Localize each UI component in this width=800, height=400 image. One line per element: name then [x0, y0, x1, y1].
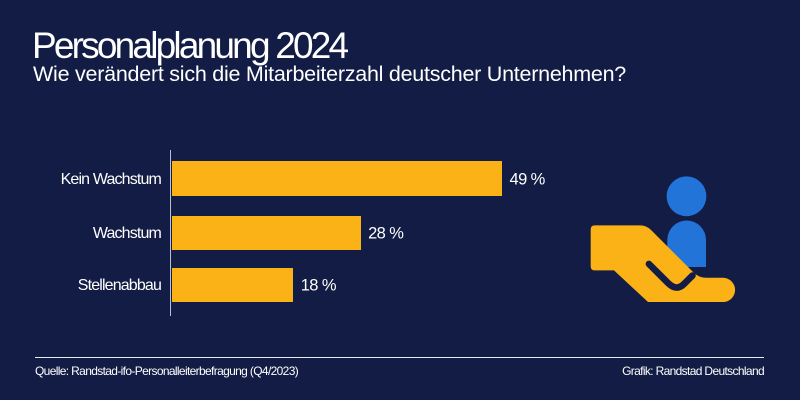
- footer-divider: [35, 357, 764, 358]
- footer-source: Quelle: Randstad-ifo-Personalleiterbefra…: [35, 364, 299, 378]
- bar-row: Wachstum 28 %: [0, 216, 800, 250]
- y-axis-line: [170, 150, 171, 316]
- footer-credit: Grafik: Randstad Deutschland: [622, 364, 765, 378]
- bar-row: Stellenabbau 18 %: [0, 268, 800, 302]
- bar-row: Kein Wachstum 49 %: [0, 161, 800, 196]
- page-title: Personalplanung 2024: [32, 25, 349, 66]
- category-label: Wachstum: [92, 225, 162, 242]
- value-label: 28 %: [368, 224, 404, 243]
- bar: [172, 216, 361, 250]
- bar: [172, 161, 502, 196]
- hand-holding-person-svg: [590, 176, 736, 302]
- hand-holding-person-icon: [585, 170, 740, 308]
- hand-palm-icon: [590, 225, 736, 302]
- page-subtitle: Wie verändert sich die Mitarbeiterzahl d…: [33, 61, 627, 86]
- category-label: Stellenabbau: [77, 277, 162, 294]
- person-head-icon: [666, 176, 707, 217]
- value-label: 18 %: [300, 276, 337, 295]
- person-body-icon: [667, 220, 706, 267]
- category-label: Kein Wachstum: [60, 170, 162, 188]
- bar: [172, 268, 294, 302]
- value-label: 49 %: [509, 170, 546, 188]
- hand-crease-icon: [645, 260, 696, 291]
